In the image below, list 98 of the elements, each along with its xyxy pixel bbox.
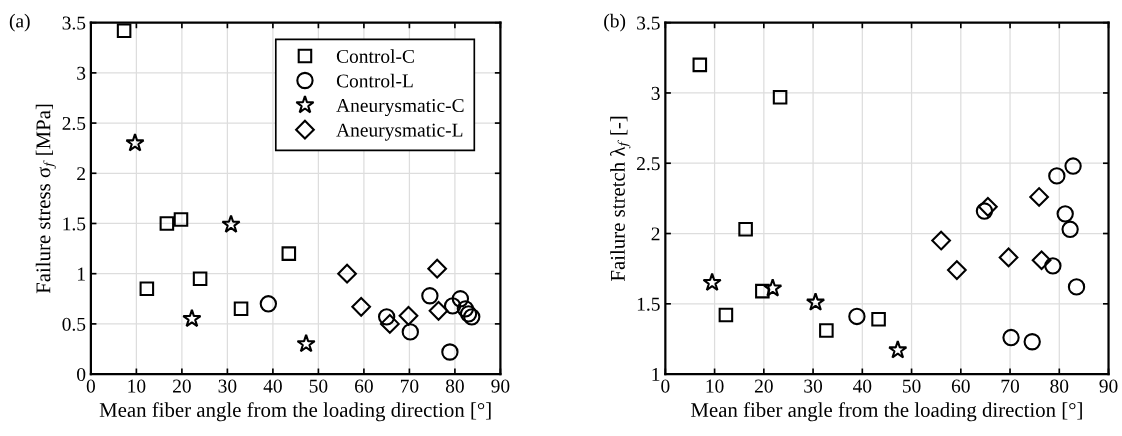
x-tick-label: 50 xyxy=(902,379,921,393)
point xyxy=(421,287,439,305)
point xyxy=(755,283,770,299)
y-tick-label: 3 xyxy=(77,66,86,80)
point xyxy=(931,230,951,251)
x-tick-label: 70 xyxy=(1001,379,1020,393)
legend-label: Control-C xyxy=(336,49,414,63)
legend-label: Control-L xyxy=(336,73,413,88)
point xyxy=(443,297,462,315)
x-tick-label: 0 xyxy=(661,379,670,393)
x-tick-label: 40 xyxy=(852,379,872,393)
y-tick-label: 2.5 xyxy=(62,116,86,131)
y-tick-label: 1 xyxy=(652,368,660,381)
point xyxy=(456,300,475,318)
point xyxy=(398,305,419,326)
point xyxy=(233,301,249,317)
y-tick-label: 3.5 xyxy=(62,16,86,30)
point xyxy=(871,311,886,327)
y-tick-label: 1.5 xyxy=(637,297,660,311)
point xyxy=(702,272,722,292)
x-tick-label: 20 xyxy=(754,379,773,393)
point xyxy=(805,292,826,311)
x-tick-label: 10 xyxy=(128,379,146,393)
point xyxy=(978,196,998,217)
point xyxy=(159,216,175,231)
y-tick-label: 3 xyxy=(651,86,660,100)
point xyxy=(1061,220,1079,238)
chart-title: (a) xyxy=(9,13,30,32)
point xyxy=(377,308,396,326)
point xyxy=(718,307,734,323)
point xyxy=(819,323,834,338)
point xyxy=(441,343,459,361)
point xyxy=(1031,250,1052,271)
y-tick-label: 2.5 xyxy=(637,157,660,171)
x-tick-label: 30 xyxy=(218,379,237,393)
point xyxy=(998,247,1019,268)
point xyxy=(1067,278,1086,296)
x-tick-label: 0 xyxy=(86,379,95,393)
x-tick-label: 80 xyxy=(445,379,464,393)
x-tick-label: 30 xyxy=(804,379,823,393)
y-axis-title: Failure stretch λ$_{f}$ [-] xyxy=(610,116,631,282)
x-tick-label: 90 xyxy=(1099,379,1118,393)
x-tick-label: 80 xyxy=(1050,379,1069,393)
point xyxy=(1002,328,1020,347)
x-tick-label: 20 xyxy=(173,379,191,393)
chart-title: (b) xyxy=(604,13,626,32)
point xyxy=(139,281,155,297)
y-tick-label: 0 xyxy=(77,367,86,382)
point xyxy=(451,290,470,308)
point xyxy=(1064,157,1082,175)
point xyxy=(763,278,783,297)
point xyxy=(975,202,994,220)
point xyxy=(379,314,400,334)
x-tick-label: 60 xyxy=(355,379,373,393)
legend-label: Aneurysmatic-L xyxy=(336,123,463,141)
point xyxy=(192,271,208,286)
y-tick-label: 2 xyxy=(651,227,660,241)
x-tick-label: 50 xyxy=(309,379,328,393)
point xyxy=(259,295,278,313)
point xyxy=(296,333,316,353)
y-axis-title: Failure stress σ$_{f}$ [MPa] xyxy=(35,104,56,294)
point xyxy=(116,23,132,38)
point xyxy=(281,246,297,261)
point xyxy=(772,89,788,105)
point xyxy=(1044,257,1062,275)
y-tick-label: 2 xyxy=(77,167,85,181)
point xyxy=(182,308,202,328)
point xyxy=(1029,187,1049,207)
point xyxy=(459,305,478,323)
point xyxy=(692,57,708,73)
y-tick-label: 3.5 xyxy=(637,16,660,30)
x-tick-label: 40 xyxy=(263,379,282,393)
point xyxy=(738,222,753,237)
point xyxy=(463,308,481,326)
point xyxy=(1048,167,1066,185)
legend-label: Aneurysmatic-C xyxy=(336,99,464,117)
point xyxy=(1056,205,1074,223)
y-tick-label: 0.5 xyxy=(62,317,86,331)
point xyxy=(125,133,145,152)
point xyxy=(848,307,866,326)
point xyxy=(946,260,967,280)
x-tick-label: 70 xyxy=(400,379,419,393)
point xyxy=(173,212,189,227)
point xyxy=(351,296,372,317)
point xyxy=(1023,333,1041,351)
y-tick-label: 1 xyxy=(78,267,85,281)
x-tick-label: 90 xyxy=(491,379,510,393)
x-tick-label: 10 xyxy=(706,379,724,393)
x-tick-label: 60 xyxy=(951,379,970,393)
point xyxy=(888,340,908,359)
y-tick-label: 1.5 xyxy=(63,217,86,231)
point xyxy=(337,263,357,284)
x-axis-title: Mean fiber angle from the loading direction [°] xyxy=(99,402,491,422)
point xyxy=(401,323,419,341)
point xyxy=(221,214,241,233)
point xyxy=(427,258,448,279)
point xyxy=(428,300,449,321)
x-axis-title: Mean fiber angle from the loading direction [°] xyxy=(691,402,1082,422)
